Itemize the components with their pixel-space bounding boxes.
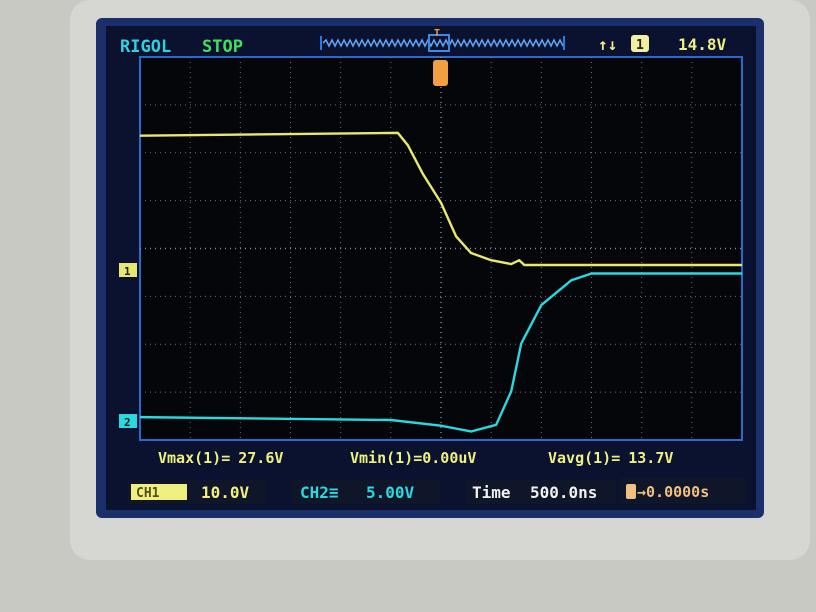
trigger-source: 1 bbox=[636, 38, 644, 53]
memory-depth-bar bbox=[320, 34, 565, 52]
time-scale: 500.0ns bbox=[530, 483, 597, 502]
ch2-scale-box[interactable] bbox=[292, 480, 440, 504]
measurement-vmin: Vmin(1)=0.00uV bbox=[350, 449, 476, 467]
timebase-box[interactable] bbox=[466, 480, 616, 504]
trigger-time-marker[interactable] bbox=[433, 60, 448, 86]
trigger-edge-icon: ↑↓ bbox=[598, 35, 617, 54]
trace-ch1 bbox=[139, 131, 742, 267]
ch2-label: CH2≡ bbox=[300, 483, 339, 502]
trigger-position-marker: T bbox=[434, 28, 440, 39]
measurement-vmax: Vmax(1)= 27.6V bbox=[158, 449, 283, 467]
waveforms bbox=[139, 131, 743, 433]
ch2-scale: 5.00V bbox=[366, 483, 415, 502]
ch1-ground-marker[interactable] bbox=[119, 263, 137, 277]
ch1-label: CH1 bbox=[136, 486, 160, 501]
time-label: Time bbox=[472, 483, 511, 502]
ch2-marker-label: 2 bbox=[124, 416, 131, 429]
brand-label: RIGOL bbox=[120, 37, 171, 57]
trigger-source-badge bbox=[631, 35, 649, 52]
measurement-vavg: Vavg(1)= 13.7V bbox=[548, 449, 673, 467]
trigger-level: 14.8V bbox=[678, 35, 727, 54]
run-state[interactable]: STOP bbox=[202, 37, 243, 57]
trigger-offset-box[interactable] bbox=[620, 478, 746, 504]
trigger-offset: →0.0000s bbox=[637, 483, 709, 501]
ch1-scale: 10.0V bbox=[201, 483, 250, 502]
ch1-marker-label: 1 bbox=[124, 265, 131, 278]
trigger-offset-icon bbox=[626, 484, 636, 499]
ch2-ground-marker[interactable] bbox=[119, 414, 137, 428]
